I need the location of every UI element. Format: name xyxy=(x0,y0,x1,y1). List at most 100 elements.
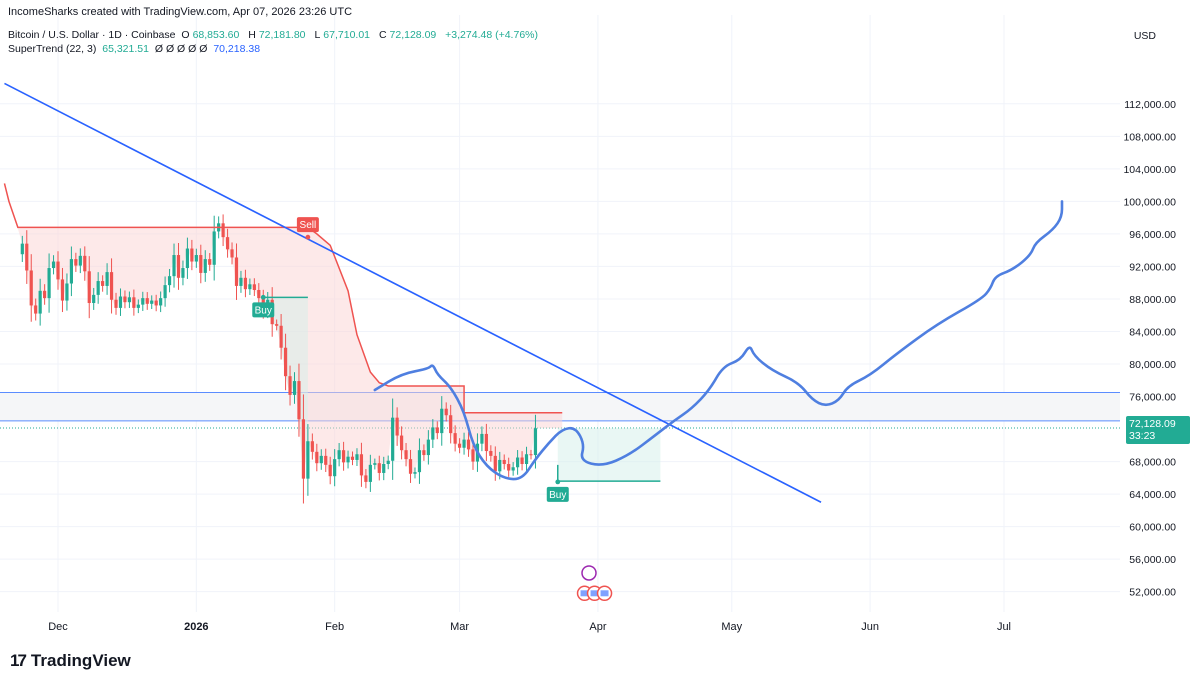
candle-body xyxy=(502,459,506,465)
buy-signal-dot xyxy=(260,294,266,300)
low-value: 67,710.01 xyxy=(323,29,371,41)
candle xyxy=(301,394,306,504)
y-tick-label: 84,000.00 xyxy=(1129,326,1176,338)
candle-body xyxy=(167,276,172,286)
candle-body xyxy=(292,381,297,395)
candle-body xyxy=(346,456,350,463)
candle-body xyxy=(431,427,435,440)
candle xyxy=(417,438,422,484)
candle xyxy=(315,443,319,472)
candle xyxy=(60,267,65,313)
candle xyxy=(78,248,82,274)
sell-signal-label: Sell xyxy=(300,220,317,231)
candle-body xyxy=(498,459,502,472)
candle xyxy=(377,455,381,481)
candle xyxy=(132,289,136,316)
candle xyxy=(230,242,234,265)
candle-body xyxy=(163,285,167,299)
y-tick-label: 64,000.00 xyxy=(1129,489,1176,501)
candle xyxy=(114,292,118,315)
candle xyxy=(355,448,359,467)
candle xyxy=(413,467,417,479)
candle xyxy=(123,290,127,309)
candle-body xyxy=(234,257,239,286)
candle xyxy=(324,448,328,473)
candle-body xyxy=(141,298,145,305)
candle xyxy=(337,442,341,467)
candle xyxy=(248,278,252,295)
candle xyxy=(391,398,395,480)
candle-body xyxy=(159,298,163,306)
candle-body xyxy=(422,450,426,456)
candle xyxy=(480,426,484,452)
candle xyxy=(190,239,194,271)
tradingview-logo[interactable]: 17 TradingView xyxy=(10,651,131,671)
candle-body xyxy=(248,284,252,290)
candle-body xyxy=(118,296,123,308)
candle-body xyxy=(60,279,65,301)
candle xyxy=(368,454,372,492)
candle-body xyxy=(83,255,87,272)
candle-body xyxy=(25,243,29,271)
candle-body xyxy=(154,300,158,306)
candle xyxy=(25,230,29,284)
candle-body xyxy=(56,261,60,280)
candle xyxy=(310,433,314,460)
candle-body xyxy=(386,460,390,465)
candle-body xyxy=(395,417,399,436)
candle xyxy=(404,442,408,467)
candle-body xyxy=(417,450,422,473)
change-value: +3,274.48 (+4.76%) xyxy=(445,29,538,41)
candle-body xyxy=(297,381,301,420)
candle xyxy=(458,438,462,454)
candle xyxy=(127,291,132,308)
candle-body xyxy=(426,439,430,456)
candle xyxy=(199,244,203,284)
candle xyxy=(243,269,248,298)
candle xyxy=(181,260,185,286)
candle-body xyxy=(382,464,386,473)
chart-header: IncomeSharks created with TradingView.co… xyxy=(8,6,353,18)
y-tick-label: 92,000.00 xyxy=(1129,261,1176,273)
candle xyxy=(502,454,506,470)
candle xyxy=(69,246,73,297)
buy-signal: Buy xyxy=(252,294,275,318)
close-label: C xyxy=(378,29,387,41)
sell-signal: Sell xyxy=(296,217,319,240)
candle xyxy=(520,451,524,471)
projection-drawing xyxy=(373,200,1064,481)
candle xyxy=(489,445,493,462)
candle-body xyxy=(221,223,225,238)
indicator-name: SuperTrend (22, 3) xyxy=(8,43,97,55)
candle xyxy=(225,228,230,258)
candle-body xyxy=(408,459,413,474)
y-tick-label: 104,000.00 xyxy=(1123,164,1176,176)
candle-body xyxy=(65,283,69,301)
candle xyxy=(516,450,520,475)
candle-body xyxy=(29,270,33,306)
candle xyxy=(194,248,198,268)
candle xyxy=(234,243,239,300)
candle xyxy=(38,278,42,326)
y-tick-label: 52,000.00 xyxy=(1129,587,1176,599)
indicator-value-down: 70,218.38 xyxy=(213,43,261,55)
candle xyxy=(431,419,435,448)
candle xyxy=(283,333,288,391)
candle xyxy=(96,272,100,304)
candle-body xyxy=(524,454,529,465)
candle xyxy=(292,372,297,404)
candle xyxy=(105,263,109,295)
candle xyxy=(163,276,167,307)
buy-signal-dot xyxy=(555,479,561,485)
last-price-tag: 72,128.09 33:23 xyxy=(1126,416,1190,444)
candle-body xyxy=(225,237,230,250)
candle-body xyxy=(301,419,306,479)
candle xyxy=(279,314,283,360)
candle xyxy=(101,275,105,292)
y-tick-label: 88,000.00 xyxy=(1129,294,1176,306)
candle-body xyxy=(283,347,288,377)
candle xyxy=(43,284,47,305)
candle-body xyxy=(257,289,261,299)
candle xyxy=(288,365,292,406)
